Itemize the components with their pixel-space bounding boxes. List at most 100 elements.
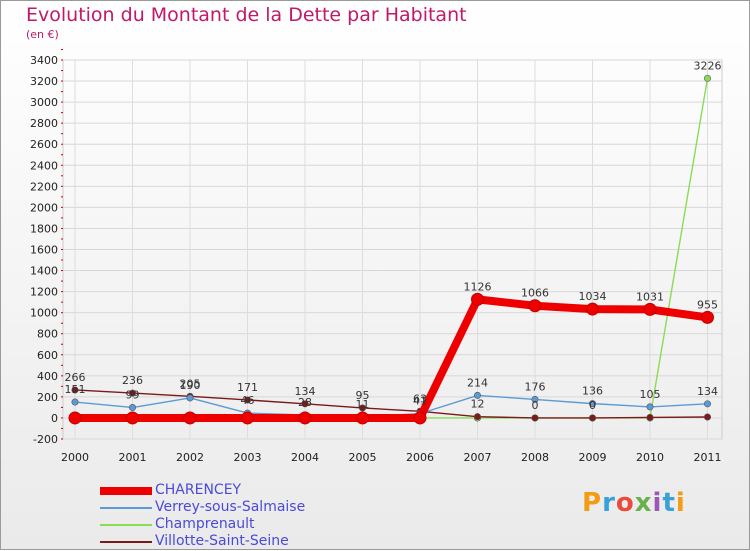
data-point <box>528 299 542 313</box>
y-tick-label: 1200 <box>30 286 58 299</box>
data-point <box>71 398 79 406</box>
y-tick-label: 2400 <box>30 159 58 172</box>
legend-label: Champrenault <box>155 516 255 532</box>
x-tick-label: 2005 <box>349 451 377 464</box>
data-point <box>68 411 82 425</box>
data-point <box>413 411 427 425</box>
data-point <box>186 394 194 402</box>
data-label: 99 <box>126 389 140 402</box>
data-label: 0 <box>532 399 539 412</box>
data-label: 236 <box>122 374 143 387</box>
data-label: 1031 <box>636 290 664 303</box>
x-tick-label: 2010 <box>636 451 664 464</box>
data-point <box>471 292 484 306</box>
data-point <box>531 395 539 403</box>
data-point <box>643 302 657 316</box>
data-label: 134 <box>697 385 718 398</box>
x-tick-label: 2001 <box>119 451 147 464</box>
legend-label: CHARENCEY <box>155 482 242 498</box>
data-label: 3226 <box>694 59 722 72</box>
data-point <box>473 413 481 421</box>
data-point <box>588 400 596 408</box>
legend-swatch <box>100 540 152 543</box>
y-tick-label: 2200 <box>30 180 58 193</box>
y-tick-label: 3400 <box>30 54 58 67</box>
data-point <box>531 414 539 422</box>
y-tick-label: 3200 <box>30 75 58 88</box>
data-point <box>241 411 254 425</box>
data-point <box>586 302 599 316</box>
y-tick-label: 2600 <box>30 138 58 151</box>
chart-unit: (en €) <box>26 28 59 41</box>
data-label: 41 <box>413 395 427 408</box>
data-point <box>129 404 137 412</box>
y-tick-label: 1400 <box>30 265 58 278</box>
legend-item-2: Champrenault <box>100 516 305 533</box>
data-point <box>646 403 654 411</box>
data-point <box>356 411 369 425</box>
y-tick-label: 2800 <box>30 117 58 130</box>
y-tick-label: 400 <box>37 370 58 383</box>
x-tick-label: 2004 <box>291 451 319 464</box>
y-tick-label: 200 <box>37 391 58 404</box>
data-point <box>298 411 312 425</box>
data-label: 63 <box>413 392 427 405</box>
data-label: 955 <box>697 298 718 311</box>
data-point <box>301 400 309 408</box>
x-tick-label: 2009 <box>579 451 607 464</box>
data-label: 12 <box>471 398 485 411</box>
data-label: 136 <box>582 385 603 398</box>
data-label: 28 <box>298 396 312 409</box>
data-label: 151 <box>65 383 86 396</box>
y-tick-label: 600 <box>37 349 58 362</box>
y-tick-label: 800 <box>37 328 58 341</box>
y-tick-label: 3000 <box>30 96 58 109</box>
series-line-3 <box>74 389 708 419</box>
data-label: 46 <box>241 394 255 407</box>
data-point <box>588 414 596 422</box>
x-tick-label: 2002 <box>176 451 204 464</box>
x-tick-label: 2003 <box>234 451 262 464</box>
x-tick-label: 2000 <box>61 451 89 464</box>
y-tick-label: 1600 <box>30 244 58 257</box>
data-label: 171 <box>237 381 258 394</box>
legend-item-0: CHARENCEY <box>100 482 305 499</box>
x-tick-label: 2006 <box>406 451 434 464</box>
data-label: 190 <box>180 379 201 392</box>
data-label: 0 <box>589 399 596 412</box>
data-label: 1066 <box>521 287 549 300</box>
data-point <box>244 396 252 404</box>
legend-item-3: Villotte-Saint-Seine <box>100 533 305 550</box>
data-label: 205 <box>180 377 201 390</box>
legend-swatch <box>100 523 152 526</box>
legend-swatch <box>100 506 152 509</box>
data-point <box>646 413 654 421</box>
data-label: 134 <box>295 385 316 398</box>
x-tick-label: 2008 <box>521 451 549 464</box>
data-label: 1034 <box>579 290 607 303</box>
data-label: 214 <box>467 376 488 389</box>
series-line-1 <box>74 394 708 418</box>
data-point <box>71 386 79 394</box>
series-line-0 <box>75 295 709 422</box>
x-tick-label: 2011 <box>694 451 722 464</box>
legend-item-1: Verrey-sous-Salmaise <box>100 499 305 516</box>
y-tick-label: 2000 <box>30 201 58 214</box>
data-point <box>703 400 711 408</box>
data-point <box>473 391 481 399</box>
y-tick-label: -200 <box>33 433 58 446</box>
proxiti-logo: Proxiti <box>582 488 686 518</box>
legend-label: Villotte-Saint-Seine <box>155 533 289 549</box>
chart-title: Evolution du Montant de la Dette par Hab… <box>26 4 467 26</box>
legend-label: Verrey-sous-Salmaise <box>155 499 306 515</box>
data-point <box>703 413 711 421</box>
data-label: 266 <box>65 371 86 384</box>
data-point <box>703 74 711 82</box>
y-tick-label: 0 <box>51 412 58 425</box>
data-point <box>701 310 714 324</box>
chart-legend: CHARENCEY Verrey-sous-Salmaise Champrenaul… <box>100 482 305 550</box>
data-label: 105 <box>640 388 661 401</box>
data-point <box>126 411 139 425</box>
